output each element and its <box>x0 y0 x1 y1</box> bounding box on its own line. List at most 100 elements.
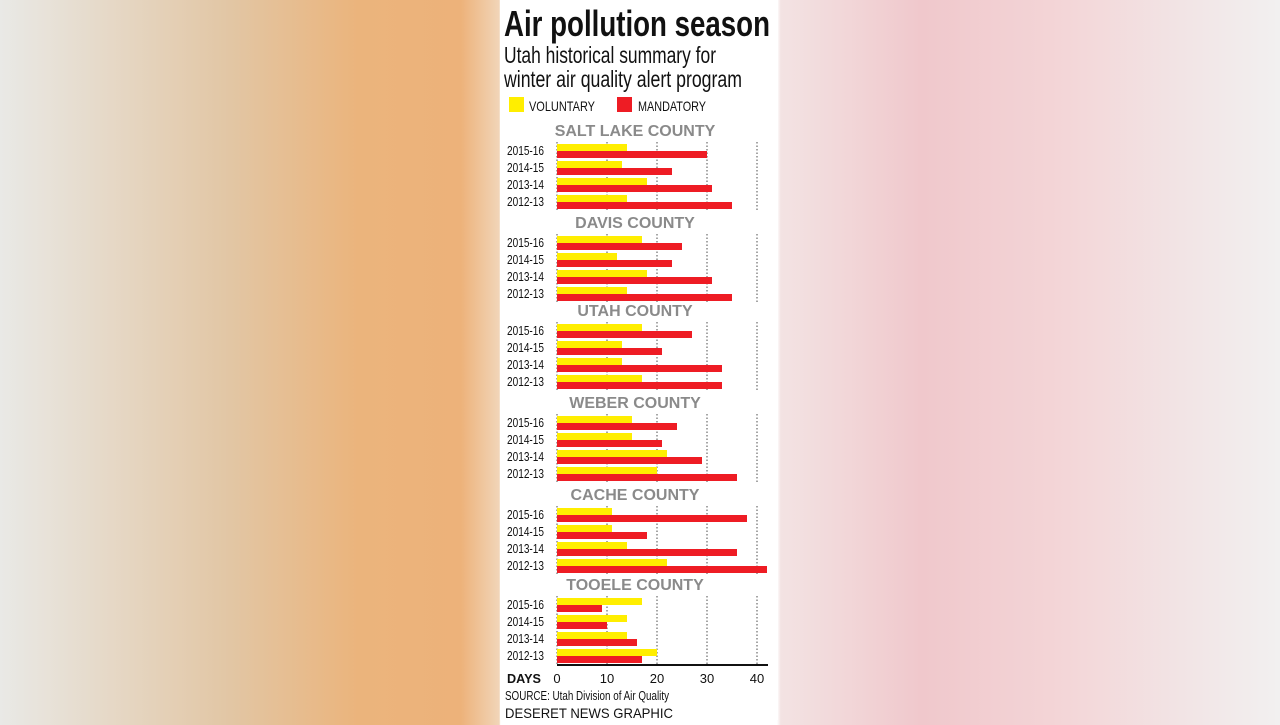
bar-voluntary <box>557 450 667 457</box>
bar-mandatory <box>557 656 642 663</box>
row-label: 2013-14 <box>507 631 544 646</box>
x-tick-label: 30 <box>700 671 714 686</box>
row-label: 2013-14 <box>507 541 544 556</box>
bar-voluntary <box>557 649 657 656</box>
county-group: SALT LAKE COUNTY 2015-16 2014-15 2013-14 201… <box>507 123 758 212</box>
row-label: 2015-16 <box>507 597 544 612</box>
county-group: DAVIS COUNTY 2015-16 2014-15 2013-14 2012-13 <box>507 215 758 304</box>
x-tick-label: 40 <box>750 671 764 686</box>
bar-chart: Air pollution season Utah historical sum… <box>503 3 770 721</box>
county-group: UTAH COUNTY 2015-16 2014-15 2013-14 2012-13 <box>507 303 758 392</box>
bar-voluntary <box>557 287 627 294</box>
bar-voluntary <box>557 598 642 605</box>
chart-title: Air pollution season <box>504 3 770 44</box>
x-tick-label: 20 <box>650 671 664 686</box>
bar-mandatory <box>557 457 702 464</box>
bar-mandatory <box>557 168 672 175</box>
row-label: 2013-14 <box>507 357 544 372</box>
bar-voluntary <box>557 375 642 382</box>
row-label: 2014-15 <box>507 614 544 629</box>
county-header: CACHE COUNTY <box>571 487 700 504</box>
x-tick-label: 10 <box>600 671 614 686</box>
row-label: 2014-15 <box>507 252 544 267</box>
row-label: 2015-16 <box>507 323 544 338</box>
bar-mandatory <box>557 365 722 372</box>
bar-voluntary <box>557 161 622 168</box>
bar-voluntary <box>557 559 667 566</box>
bar-mandatory <box>557 566 767 573</box>
row-label: 2014-15 <box>507 432 544 447</box>
row-label: 2015-16 <box>507 507 544 522</box>
x-tick-label: 0 <box>553 671 560 686</box>
county-header: TOOELE COUNTY <box>566 577 704 594</box>
row-label: 2012-13 <box>507 286 544 301</box>
bar-mandatory <box>557 605 602 612</box>
x-axis-label: DAYS <box>507 671 541 686</box>
legend-label-voluntary: VOLUNTARY <box>529 98 596 114</box>
source-note: SOURCE: Utah Division of Air Quality <box>505 689 670 703</box>
bar-voluntary <box>557 236 642 243</box>
bar-mandatory <box>557 440 662 447</box>
row-label: 2012-13 <box>507 648 544 663</box>
bar-mandatory <box>557 185 712 192</box>
legend-swatch-voluntary <box>509 97 524 112</box>
bar-voluntary <box>557 467 657 474</box>
row-label: 2015-16 <box>507 143 544 158</box>
row-label: 2015-16 <box>507 415 544 430</box>
row-label: 2012-13 <box>507 558 544 573</box>
bar-mandatory <box>557 474 737 481</box>
bar-voluntary <box>557 341 622 348</box>
bar-mandatory <box>557 294 732 301</box>
bar-voluntary <box>557 632 627 639</box>
bar-mandatory <box>557 277 712 284</box>
county-group: TOOELE COUNTY 2015-16 2014-15 2013-14 2012-1… <box>507 577 758 666</box>
bar-voluntary <box>557 270 647 277</box>
county-header: SALT LAKE COUNTY <box>555 123 716 140</box>
bar-mandatory <box>557 515 747 522</box>
bar-voluntary <box>557 144 627 151</box>
bar-voluntary <box>557 358 622 365</box>
row-label: 2014-15 <box>507 160 544 175</box>
bar-voluntary <box>557 416 632 423</box>
bar-mandatory <box>557 622 607 629</box>
row-label: 2014-15 <box>507 340 544 355</box>
bar-mandatory <box>557 549 737 556</box>
bar-mandatory <box>557 423 677 430</box>
chart-panel: Air pollution season Utah historical sum… <box>500 0 778 721</box>
row-label: 2012-13 <box>507 374 544 389</box>
chart-subtitle-line-2: winter air quality alert program <box>503 66 742 92</box>
bar-voluntary <box>557 525 612 532</box>
bar-mandatory <box>557 639 637 646</box>
county-header: WEBER COUNTY <box>569 395 701 412</box>
row-label: 2012-13 <box>507 194 544 209</box>
legend-label-mandatory: MANDATORY <box>638 98 707 114</box>
row-label: 2015-16 <box>507 235 544 250</box>
bar-mandatory <box>557 243 682 250</box>
county-group: CACHE COUNTY 2015-16 2014-15 2013-14 2012-13 <box>507 487 767 576</box>
bar-voluntary <box>557 508 612 515</box>
bar-voluntary <box>557 615 627 622</box>
bar-voluntary <box>557 195 627 202</box>
bar-voluntary <box>557 178 647 185</box>
bar-mandatory <box>557 151 707 158</box>
legend-swatch-mandatory <box>617 97 632 112</box>
bar-mandatory <box>557 331 692 338</box>
row-label: 2014-15 <box>507 524 544 539</box>
bar-mandatory <box>557 260 672 267</box>
credit-note: DESERET NEWS GRAPHIC <box>505 705 673 720</box>
bar-voluntary <box>557 253 617 260</box>
bar-mandatory <box>557 348 662 355</box>
county-header: UTAH COUNTY <box>577 303 693 320</box>
bar-voluntary <box>557 433 632 440</box>
bar-voluntary <box>557 324 642 331</box>
row-label: 2012-13 <box>507 466 544 481</box>
bar-voluntary <box>557 542 627 549</box>
row-label: 2013-14 <box>507 177 544 192</box>
county-group: WEBER COUNTY 2015-16 2014-15 2013-14 2012-13 <box>507 395 758 484</box>
bar-mandatory <box>557 532 647 539</box>
county-header: DAVIS COUNTY <box>575 215 695 232</box>
row-label: 2013-14 <box>507 449 544 464</box>
bar-mandatory <box>557 382 722 389</box>
row-label: 2013-14 <box>507 269 544 284</box>
chart-subtitle-line-1: Utah historical summary for <box>504 42 716 68</box>
